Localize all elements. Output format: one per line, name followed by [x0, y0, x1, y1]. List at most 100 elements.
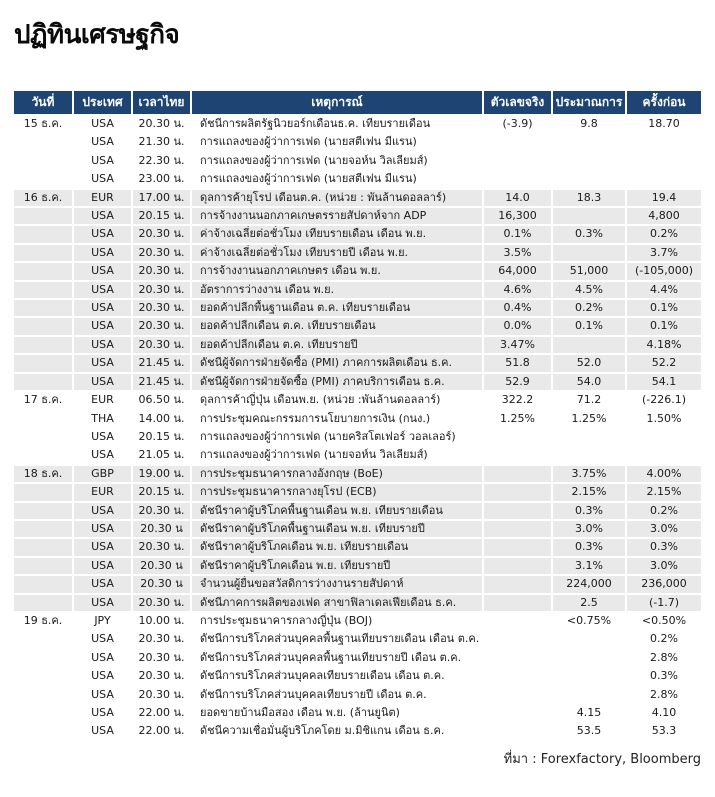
cell-time: 20.15 น.: [133, 428, 192, 448]
cell-event: ค่าจ้างเฉลี่ยต่อชั่วโมง เทียบรายเดือน เด…: [192, 226, 484, 245]
cell-actual: [484, 484, 553, 503]
table-row: 16 ธ.ค. EUR 17.00 น. ดุลการค้ายุโรป เดือนต.…: [14, 189, 701, 209]
cell-event: การแถลงของผู้ว่าการเฟด (นายสตีเฟน มีแรน): [192, 134, 484, 153]
cell-time: 20.15 น.: [133, 484, 192, 503]
cell-event: ดัชนีการบริโภคส่วนบุคคลเทียบรายเดือน เดื…: [192, 668, 484, 687]
table-row: USA 20.30 น. ดัชนีภาคการผลิตของเฟด สาขาฟิล…: [14, 594, 701, 613]
cell-date: 15 ธ.ค.: [14, 116, 74, 135]
cell-date: [14, 447, 74, 466]
cell-actual: 14.0: [484, 189, 553, 209]
cell-actual: 0.0%: [484, 318, 553, 337]
cell-date: [14, 355, 74, 374]
column-header-previous: ครั้งก่อน: [627, 91, 701, 116]
cell-time: 20.30 น.: [133, 318, 192, 337]
cell-forecast: [553, 686, 627, 705]
cell-time: 20.30 น.: [133, 281, 192, 301]
cell-time: 20.30 น.: [133, 226, 192, 245]
table-row: USA 20.30 น. ดัชนีการบริโภคส่วนบุคคลพื้นฐา…: [14, 631, 701, 650]
cell-previous: 3.0%: [627, 520, 701, 540]
cell-previous: 18.70: [627, 116, 701, 135]
cell-previous: 1.50%: [627, 410, 701, 429]
cell-time: 21.45 น.: [133, 373, 192, 393]
cell-country: USA: [74, 428, 133, 448]
cell-forecast: 52.0: [553, 355, 627, 374]
cell-actual: [484, 612, 553, 632]
cell-actual: [484, 428, 553, 448]
cell-previous: 19.4: [627, 189, 701, 209]
cell-event: ค่าจ้างเฉลี่ยต่อชั่วโมง เทียบรายปี เดือน…: [192, 244, 484, 264]
cell-date: [14, 134, 74, 153]
cell-time: 21.30 น.: [133, 134, 192, 153]
cell-actual: 52.9: [484, 373, 553, 393]
cell-country: USA: [74, 668, 133, 687]
cell-country: USA: [74, 447, 133, 466]
cell-time: 19.00 น.: [133, 465, 192, 485]
cell-country: USA: [74, 116, 133, 135]
cell-event: ดัชนีราคาผู้บริโภคเดือน พ.ย. เทียบรายเดื…: [192, 539, 484, 558]
cell-country: EUR: [74, 189, 133, 209]
economic-calendar-table: วันที่ ประเทศ เวลาไทย เหตุการณ์ ตัวเลขจร…: [14, 91, 701, 742]
table-row: USA 20.30 น. อัตราการว่างงาน เดือน พ.ย. 4.6…: [14, 281, 701, 301]
cell-forecast: [553, 244, 627, 264]
cell-country: EUR: [74, 392, 133, 411]
cell-previous: 4.00%: [627, 465, 701, 485]
cell-forecast: [553, 649, 627, 669]
cell-forecast: [553, 336, 627, 356]
cell-actual: 3.5%: [484, 244, 553, 264]
cell-forecast: 3.75%: [553, 465, 627, 485]
cell-actual: [484, 576, 553, 595]
cell-previous: 0.2%: [627, 502, 701, 521]
cell-event: ดัชนีผู้จัดการฝ่ายจัดซื้อ (PMI) ภาคการผล…: [192, 355, 484, 374]
cell-date: [14, 410, 74, 429]
cell-date: [14, 539, 74, 558]
table-row: USA 20.30 น. ดัชนีการบริโภคส่วนบุคคลเทียบร…: [14, 668, 701, 687]
cell-date: [14, 705, 74, 724]
cell-forecast: 0.3%: [553, 226, 627, 245]
cell-date: [14, 428, 74, 448]
cell-event: ดัชนีการบริโภคส่วนบุคคลพื้นฐานเทียบรายปี…: [192, 649, 484, 669]
table-row: USA 20.30 น. ค่าจ้างเฉลี่ยต่อชั่วโมง เทียบ…: [14, 226, 701, 245]
source-note: ที่มา : Forexfactory, Bloomberg: [503, 751, 701, 767]
cell-forecast: 0.1%: [553, 318, 627, 337]
cell-country: USA: [74, 300, 133, 319]
cell-event: ดัชนีการบริโภคส่วนบุคคลเทียบรายปี เดือน …: [192, 686, 484, 705]
cell-previous: 3.7%: [627, 244, 701, 264]
cell-event: ยอดค้าปลีกพื้นฐานเดือน ต.ค. เทียบรายเดือ…: [192, 300, 484, 319]
cell-time: 20.30 น.: [133, 263, 192, 282]
cell-country: USA: [74, 134, 133, 153]
table-row: THA 14.00 น. การประชุมคณะกรรมการนโยบายการเ…: [14, 410, 701, 429]
cell-event: ดัชนีการบริโภคส่วนบุคคลพื้นฐานเทียบรายเด…: [192, 631, 484, 650]
cell-time: 21.45 น.: [133, 355, 192, 374]
cell-actual: [484, 686, 553, 705]
cell-date: 17 ธ.ค.: [14, 392, 74, 411]
cell-time: 20.30 น.: [133, 336, 192, 356]
column-header-forecast: ประมาณการ: [553, 91, 627, 116]
cell-time: 14.00 น.: [133, 410, 192, 429]
cell-date: [14, 649, 74, 669]
cell-time: 17.00 น.: [133, 189, 192, 209]
cell-time: 20.30 น.: [133, 244, 192, 264]
cell-country: USA: [74, 208, 133, 227]
cell-forecast: 0.2%: [553, 300, 627, 319]
cell-event: ดัชนีราคาผู้บริโภคเดือน พ.ย. เทียบรายปี: [192, 557, 484, 577]
cell-forecast: 2.15%: [553, 484, 627, 503]
cell-event: ดัชนีภาคการผลิตของเฟด สาขาฟิลาเดลเฟียเดื…: [192, 594, 484, 613]
cell-country: USA: [74, 594, 133, 613]
cell-time: 20.30 น.: [133, 502, 192, 521]
cell-date: [14, 576, 74, 595]
cell-actual: [484, 705, 553, 724]
cell-country: USA: [74, 226, 133, 245]
cell-actual: (-3.9): [484, 116, 553, 135]
cell-actual: 0.1%: [484, 226, 553, 245]
cell-actual: 0.4%: [484, 300, 553, 319]
cell-event: ดัชนีราคาผู้บริโภคพื้นฐานเดือน พ.ย. เทีย…: [192, 502, 484, 521]
cell-previous: 4.4%: [627, 281, 701, 301]
cell-previous: (-226.1): [627, 392, 701, 411]
cell-time: 20.30 น: [133, 557, 192, 577]
cell-forecast: <0.75%: [553, 612, 627, 632]
cell-event: ดุลการค้าญี่ปุ่น เดือนพ.ย. (หน่วย :พันล้…: [192, 392, 484, 411]
cell-actual: [484, 152, 553, 172]
cell-country: USA: [74, 686, 133, 705]
cell-country: EUR: [74, 484, 133, 503]
table-row: 19 ธ.ค. JPY 10.00 น. การประชุมธนาคารกลางญี่…: [14, 612, 701, 632]
